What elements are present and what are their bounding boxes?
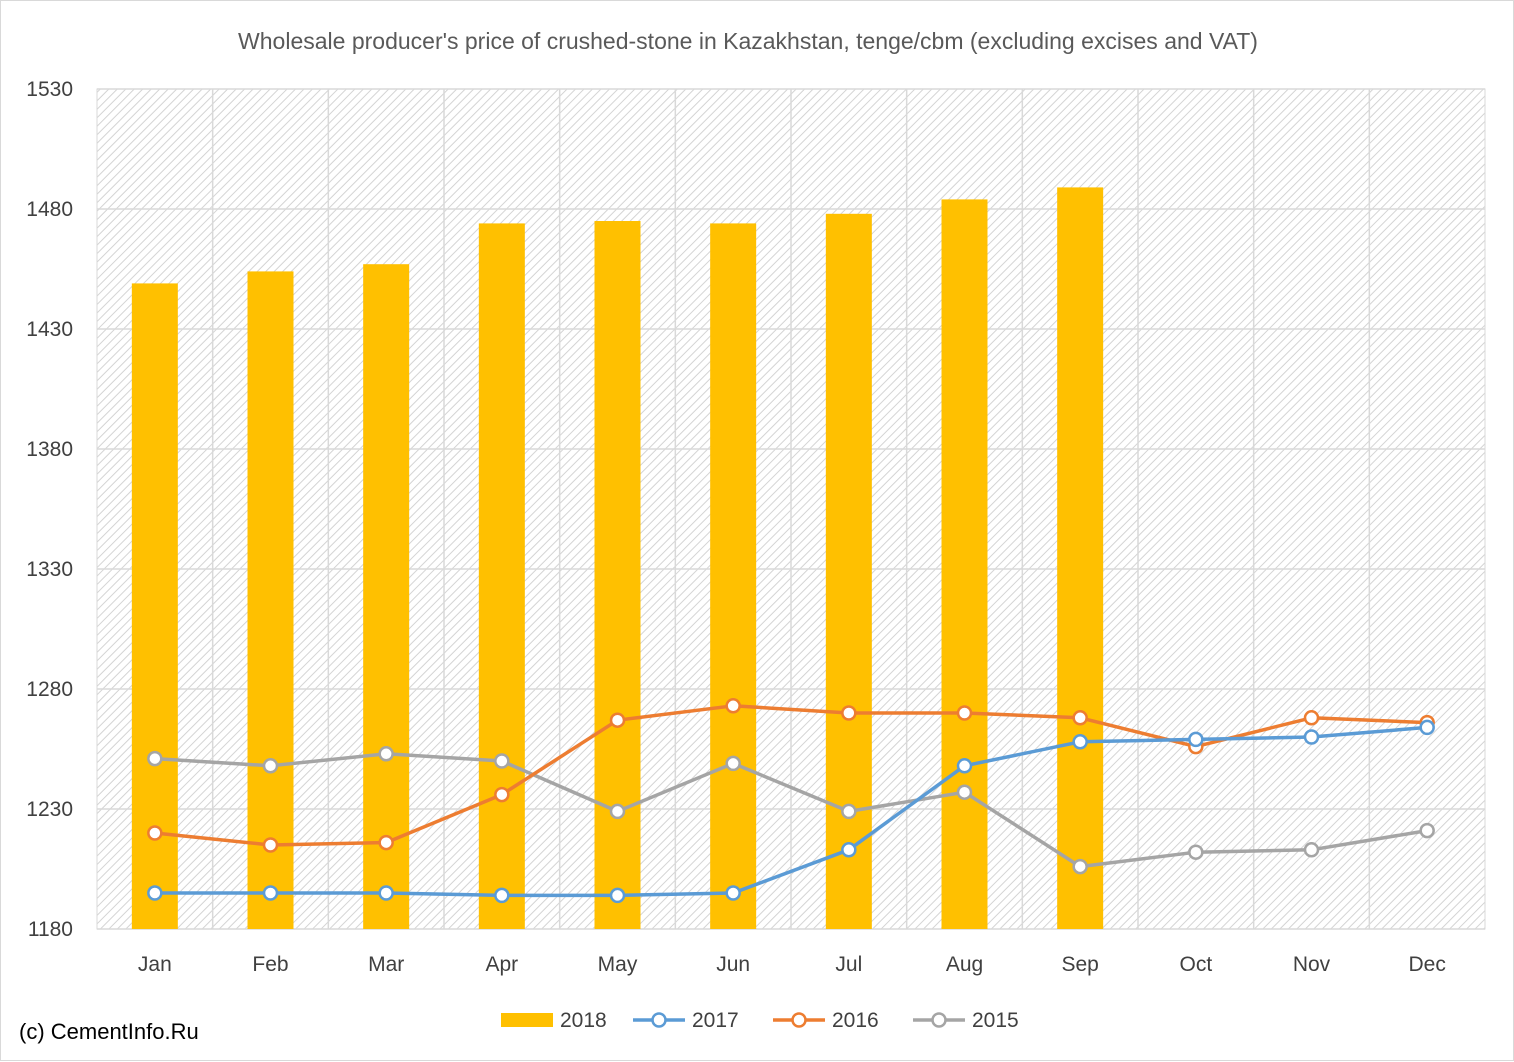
point-2017-Jul bbox=[841, 842, 857, 858]
point-2016-Apr bbox=[494, 786, 510, 803]
y-tick-label: 1280 bbox=[26, 678, 73, 701]
x-tick-label: Dec bbox=[1408, 953, 1445, 976]
line-2015 bbox=[154, 752, 1428, 869]
point-2017-Apr bbox=[494, 887, 510, 904]
legend-label-2016: 2016 bbox=[832, 1009, 879, 1032]
y-tick-label: 1530 bbox=[26, 78, 73, 101]
line-2017 bbox=[154, 725, 1428, 898]
point-2017-Nov bbox=[1303, 729, 1320, 745]
line-2016 bbox=[154, 704, 1428, 847]
point-2015-Jan bbox=[147, 750, 163, 767]
point-2015-Jun bbox=[725, 755, 741, 772]
point-2015-Dec bbox=[1419, 822, 1435, 839]
x-tick-label: Jul bbox=[835, 953, 862, 976]
point-2016-Jun bbox=[725, 698, 741, 714]
point-2017-Jun bbox=[725, 885, 741, 901]
x-tick-label: Oct bbox=[1179, 953, 1212, 976]
x-tick-label: Sep bbox=[1061, 953, 1098, 976]
point-2016-Jul bbox=[841, 705, 857, 721]
bar-2018-Apr bbox=[478, 223, 525, 929]
point-2017-May bbox=[609, 887, 626, 904]
point-2015-Sep bbox=[1072, 858, 1088, 875]
y-tick-label: 1430 bbox=[26, 318, 73, 341]
point-2015-May bbox=[609, 803, 626, 820]
legend-marker-2015 bbox=[931, 1012, 947, 1028]
bar-2018-Jun bbox=[710, 223, 757, 929]
bar-2018-Aug bbox=[941, 199, 988, 929]
legend: 2018 2017 2016 2015 bbox=[501, 1009, 1019, 1032]
plot-area: 1180 1230 1280 1330 1380 1430 1480 1530 Jan Feb Ma… bbox=[26, 78, 1486, 976]
point-2016-Sep bbox=[1072, 710, 1088, 726]
point-2015-Oct bbox=[1188, 844, 1204, 860]
x-tick-label: Jan bbox=[138, 953, 172, 976]
legend-marker-2017 bbox=[651, 1012, 667, 1028]
point-2015-Apr bbox=[494, 753, 510, 769]
point-2017-Sep bbox=[1072, 734, 1088, 750]
bar-2018-Feb bbox=[247, 271, 294, 929]
legend-label-2017: 2017 bbox=[692, 1009, 739, 1032]
bar-2018-Jul bbox=[825, 213, 872, 930]
legend-label-2015: 2015 bbox=[972, 1009, 1019, 1032]
point-2015-Aug bbox=[956, 784, 973, 800]
point-2017-Oct bbox=[1188, 731, 1204, 748]
x-tick-label: Nov bbox=[1293, 953, 1331, 976]
point-2016-Aug bbox=[956, 705, 973, 721]
y-tick-label: 1230 bbox=[26, 798, 73, 821]
legend-swatch-2018 bbox=[501, 1013, 553, 1027]
point-2016-May bbox=[609, 712, 626, 728]
point-2017-Jan bbox=[147, 885, 163, 901]
bar-2018-May bbox=[594, 221, 641, 929]
point-2015-Feb bbox=[262, 758, 279, 774]
point-2016-Nov bbox=[1303, 710, 1320, 726]
y-tick-label: 1330 bbox=[26, 558, 73, 581]
point-2017-Mar bbox=[378, 885, 394, 901]
point-2016-Jan bbox=[147, 825, 163, 841]
point-2017-Dec bbox=[1419, 719, 1435, 736]
x-tick-label: Apr bbox=[485, 953, 518, 976]
point-2017-Aug bbox=[956, 758, 973, 774]
y-tick-label: 1380 bbox=[26, 438, 73, 461]
x-tick-label: May bbox=[598, 953, 638, 976]
y-tick-label: 1480 bbox=[26, 198, 73, 221]
legend-marker-2016 bbox=[791, 1012, 807, 1028]
point-2015-Jul bbox=[841, 803, 857, 820]
credit-text: (c) CementInfo.Ru bbox=[19, 1019, 199, 1044]
bar-2018-Jan bbox=[131, 283, 178, 929]
point-2017-Feb bbox=[262, 885, 279, 901]
x-tick-label: Jun bbox=[716, 953, 750, 976]
y-tick-label: 1180 bbox=[28, 918, 73, 941]
point-2015-Mar bbox=[378, 746, 394, 762]
chart-title: Wholesale producer's price of crushed-st… bbox=[238, 28, 1258, 54]
point-2016-Mar bbox=[378, 834, 394, 851]
bar-2018-Mar bbox=[363, 264, 410, 929]
x-tick-label: Mar bbox=[368, 953, 404, 976]
x-tick-label: Aug bbox=[946, 953, 983, 976]
legend-label-2018: 2018 bbox=[560, 1009, 607, 1032]
bar-2018-Sep bbox=[1057, 187, 1104, 929]
point-2016-Feb bbox=[262, 837, 279, 853]
point-2015-Nov bbox=[1303, 842, 1320, 858]
x-tick-label: Feb bbox=[252, 953, 288, 976]
